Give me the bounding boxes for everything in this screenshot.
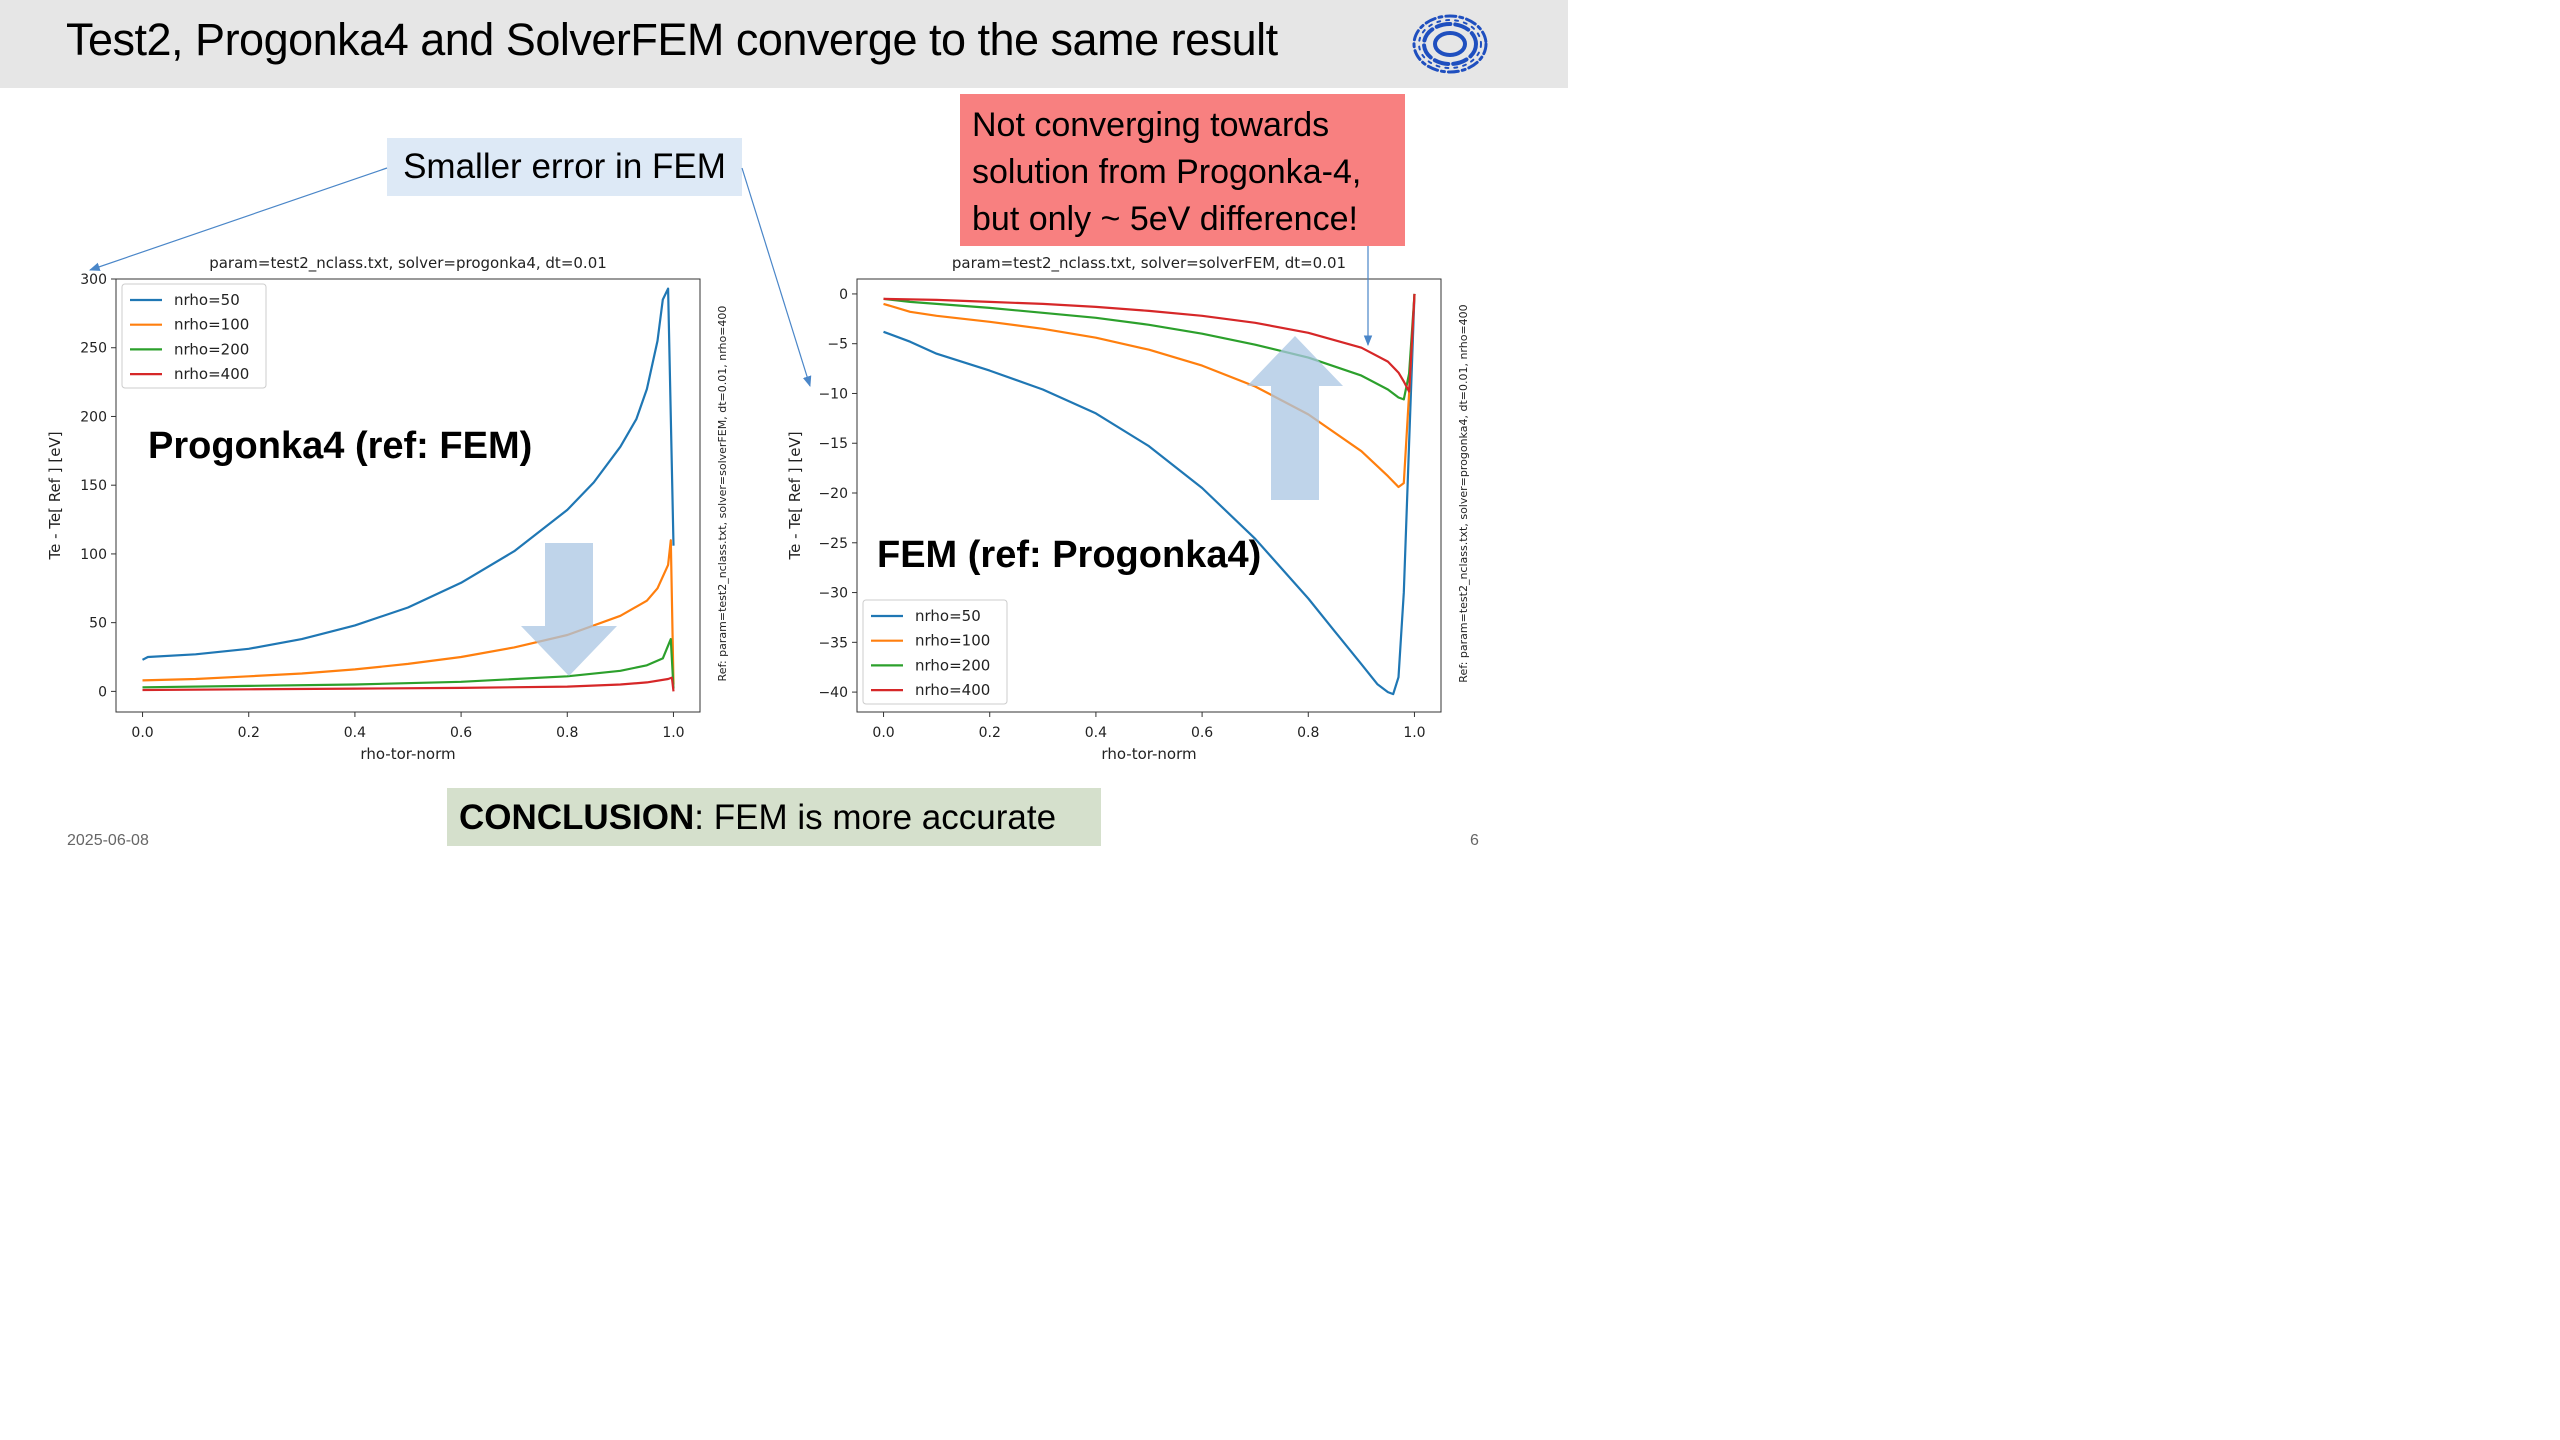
chart-annotation: FEM (ref: Progonka4) — [877, 534, 1261, 576]
series-line-nrho-50 — [883, 293, 1416, 696]
big-arrow-up-icon — [1247, 336, 1343, 500]
y-tick-label: 100 — [80, 547, 107, 563]
y-tick-label: 300 — [80, 272, 107, 288]
legend-label: nrho=100 — [915, 632, 990, 650]
x-tick-label: 0.2 — [238, 725, 260, 741]
not-converging-callout: Not converging towards solution from Pro… — [960, 94, 1405, 246]
reference-label: Ref: param=test2_nclass.txt, solver=prog… — [1457, 304, 1470, 682]
y-tick-label: −15 — [818, 436, 848, 452]
y-tick-label: 0 — [98, 684, 107, 700]
y-tick-label: −30 — [818, 586, 848, 602]
y-tick-label: −10 — [818, 386, 848, 402]
callout-arrow-right — [741, 167, 812, 388]
legend-box — [862, 599, 1008, 705]
big-arrow-down-icon — [521, 543, 617, 676]
chart-annotation: Progonka4 (ref: FEM) — [148, 425, 532, 467]
series-line-nrho-400 — [883, 293, 1416, 393]
legend-label: nrho=200 — [174, 340, 249, 358]
conclusion-box: CONCLUSION: FEM is more accurate — [447, 788, 1101, 846]
x-tick-label: 0.2 — [979, 725, 1001, 741]
not-converging-line-3: but only ~ 5eV difference! — [972, 200, 1358, 238]
fem-chart: param=test2_nclass.txt, solver=solverFEM… — [786, 254, 1470, 763]
x-axis-label: rho-tor-norm — [360, 745, 455, 763]
x-tick-label: 1.0 — [662, 725, 684, 741]
x-tick-label: 0.8 — [1297, 725, 1319, 741]
plot-frame — [856, 278, 1442, 713]
legend-label: nrho=400 — [174, 365, 249, 383]
y-tick-label: 0 — [839, 287, 848, 303]
y-axis-label: Te - Te[ Ref ] [eV] — [786, 431, 804, 560]
title-bar — [0, 0, 1568, 88]
series-line-nrho-50 — [141, 287, 675, 661]
reference-label: Ref: param=test2_nclass.txt, solver=solv… — [716, 306, 729, 682]
y-tick-label: −25 — [818, 536, 848, 552]
y-tick-label: 200 — [80, 409, 107, 425]
series-line-nrho-100 — [142, 539, 675, 685]
plot-frame — [115, 278, 701, 713]
x-tick-label: 0.6 — [1191, 725, 1213, 741]
legend-label: nrho=100 — [174, 316, 249, 334]
series-line-nrho-200 — [142, 638, 675, 689]
x-tick-label: 0.0 — [131, 725, 153, 741]
conclusion-label: CONCLUSION — [459, 798, 695, 837]
y-tick-label: −35 — [818, 635, 848, 651]
slide-title: Test2, Progonka4 and SolverFEM converge … — [66, 14, 1278, 65]
progonka4-chart: param=test2_nclass.txt, solver=progonka4… — [46, 254, 729, 763]
x-tick-label: 1.0 — [1403, 725, 1425, 741]
footer-date: 2025-06-08 — [67, 832, 149, 849]
legend-label: nrho=50 — [915, 607, 981, 625]
callout-arrows — [88, 167, 1373, 388]
x-axis-label: rho-tor-norm — [1101, 745, 1196, 763]
x-tick-label: 0.8 — [556, 725, 578, 741]
x-tick-label: 0.4 — [1085, 725, 1107, 741]
legend-label: nrho=50 — [174, 291, 240, 309]
series-line-nrho-400 — [142, 676, 675, 692]
y-tick-label: 150 — [80, 478, 107, 494]
x-tick-label: 0.4 — [344, 725, 366, 741]
legend-label: nrho=200 — [915, 656, 990, 674]
chart-title: param=test2_nclass.txt, solver=progonka4… — [209, 254, 607, 273]
y-tick-label: −20 — [818, 486, 848, 502]
y-axis-label: Te - Te[ Ref ] [eV] — [46, 431, 64, 560]
conclusion-text: : FEM is more accurate — [694, 798, 1057, 837]
smaller-error-callout: Smaller error in FEM — [387, 138, 742, 196]
y-tick-label: −5 — [827, 337, 848, 353]
institute-logo-icon — [1412, 14, 1488, 74]
x-tick-label: 0.0 — [872, 725, 894, 741]
not-converging-line-2: solution from Progonka-4, — [972, 153, 1362, 191]
chart-title: param=test2_nclass.txt, solver=solverFEM… — [952, 254, 1346, 273]
series-line-nrho-200 — [883, 293, 1416, 401]
y-tick-label: −40 — [818, 685, 848, 701]
series-line-nrho-100 — [883, 293, 1416, 489]
page-number: 6 — [1470, 832, 1479, 849]
callout-arrow-left — [88, 167, 388, 271]
legend-box — [121, 283, 267, 389]
not-converging-line-1: Not converging towards — [972, 106, 1330, 144]
y-tick-label: 50 — [89, 616, 107, 632]
x-tick-label: 0.6 — [450, 725, 472, 741]
legend-label: nrho=400 — [915, 681, 990, 699]
y-tick-label: 250 — [80, 341, 107, 357]
